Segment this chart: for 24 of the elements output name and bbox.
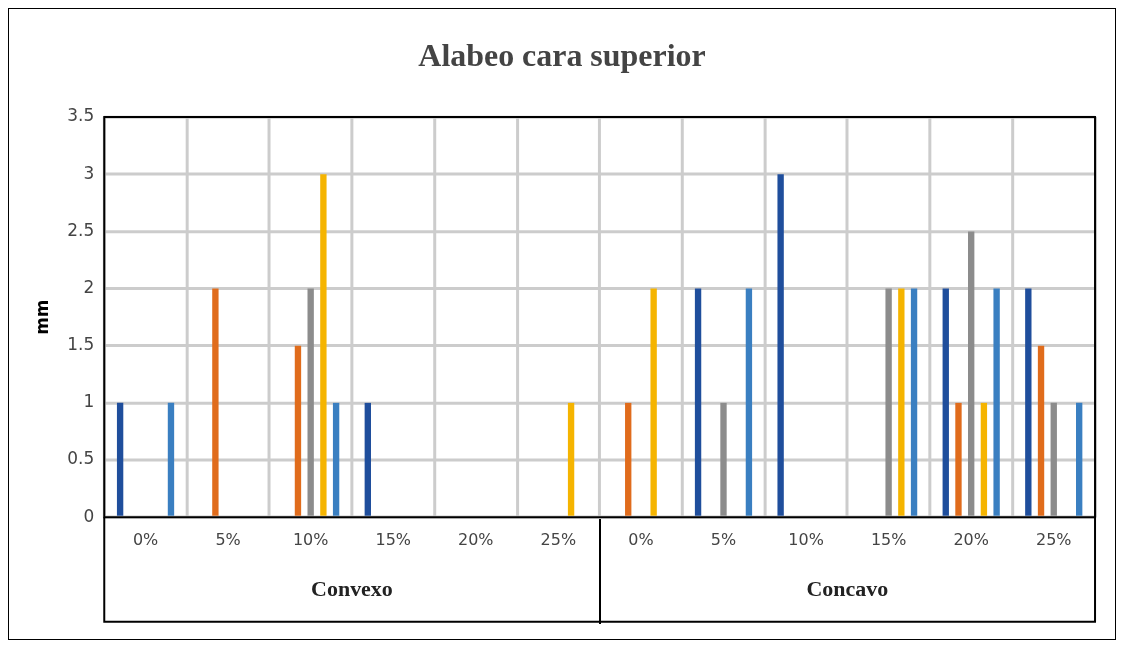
text: Concavo — [806, 575, 889, 601]
y-tick-label: 1 — [83, 391, 95, 412]
y-tick-label: 3.5 — [67, 105, 95, 126]
x-tick-label: 20% — [458, 529, 494, 549]
y-tick-label: 0 — [83, 505, 95, 526]
y-tick-label: 2.5 — [67, 219, 95, 240]
x-tick-label: 5% — [215, 529, 241, 549]
x-tick-label: 10% — [292, 529, 329, 549]
x-tick-label: 20% — [953, 529, 989, 549]
x-tick-label: 10% — [788, 529, 824, 549]
x-tick-label: 25% — [1036, 529, 1072, 549]
x-tick-label: 5% — [710, 529, 737, 549]
x-tick-label: 15% — [375, 529, 411, 549]
x-tick-label: 0% — [132, 529, 159, 549]
y-axis-title: mm — [31, 299, 52, 335]
x-tick-label: 25% — [540, 529, 577, 549]
x-tick-label: 0% — [628, 529, 654, 549]
text: Convexo — [311, 575, 393, 601]
chart-title: Alabeo cara superior — [418, 38, 706, 74]
y-tick-label: 2 — [83, 276, 95, 297]
y-tick-label: 1.5 — [67, 334, 95, 355]
y-tick-label: 3 — [83, 162, 95, 183]
x-tick-label: 15% — [870, 529, 907, 549]
y-tick-label: 0.5 — [67, 448, 95, 469]
